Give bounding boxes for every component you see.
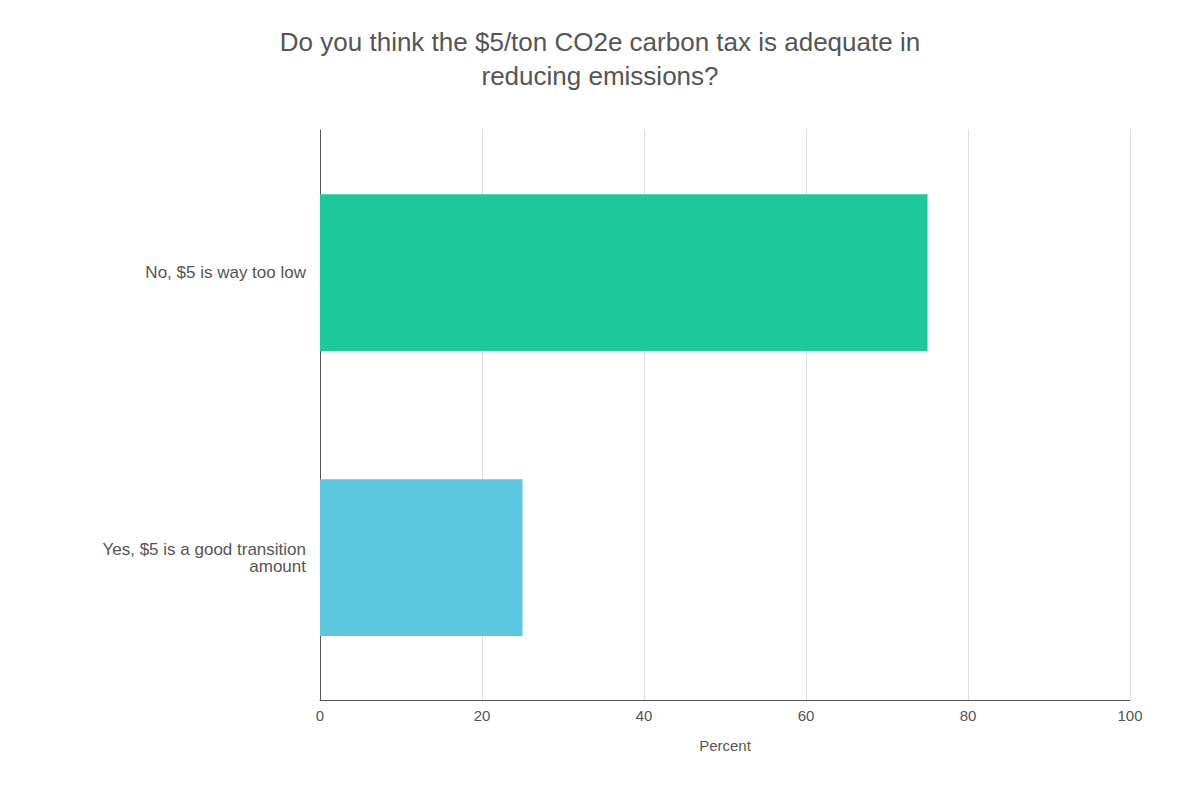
svg-text:amount: amount [249, 557, 306, 576]
svg-text:40: 40 [636, 707, 653, 724]
svg-text:0: 0 [316, 707, 324, 724]
svg-text:Yes, $5 is a good transition: Yes, $5 is a good transition [102, 539, 306, 559]
svg-text:reducing emissions?: reducing emissions? [481, 61, 718, 91]
svg-text:80: 80 [960, 707, 977, 724]
svg-text:20: 20 [474, 707, 491, 724]
svg-text:No, $5 is way too low: No, $5 is way too low [145, 263, 306, 282]
svg-text:Percent: Percent [699, 737, 752, 754]
svg-text:Do you think the $5/ton CO2e c: Do you think the $5/ton CO2e carbon tax … [280, 27, 920, 57]
svg-text:100: 100 [1117, 707, 1142, 724]
svg-text:60: 60 [798, 707, 815, 724]
